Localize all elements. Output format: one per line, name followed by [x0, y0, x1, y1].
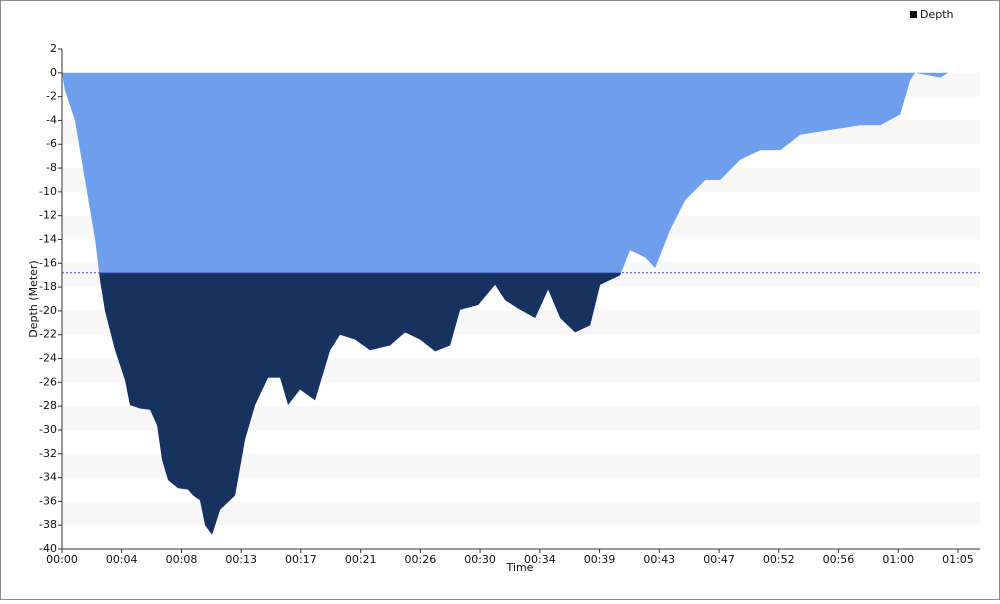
- y-tick-label: -36: [39, 494, 57, 507]
- y-tick-label: 0: [50, 66, 57, 79]
- y-tick-label: -10: [39, 185, 57, 198]
- x-tick-label: 00:26: [405, 553, 437, 566]
- y-tick-label: -34: [39, 471, 57, 484]
- x-tick-label: 00:13: [225, 553, 257, 566]
- y-tick-label: -2: [46, 90, 57, 103]
- y-tick-label: -20: [39, 304, 57, 317]
- y-tick-label: -16: [39, 256, 57, 269]
- grid-band: [62, 406, 980, 430]
- x-tick-label: 00:21: [345, 553, 377, 566]
- x-tick-label: 00:52: [763, 553, 795, 566]
- x-tick-label: 00:17: [285, 553, 317, 566]
- x-tick-label: 00:39: [584, 553, 616, 566]
- x-tick-label: 00:47: [703, 553, 735, 566]
- x-tick-label: 00:34: [524, 553, 556, 566]
- x-tick-label: 00:30: [464, 553, 496, 566]
- x-axis-label: Time: [506, 561, 534, 574]
- y-tick-label: -8: [46, 161, 57, 174]
- x-tick-label: 01:05: [942, 553, 974, 566]
- x-tick-label: 00:56: [823, 553, 855, 566]
- y-tick-label: 2: [50, 42, 57, 55]
- x-tick-label: 01:00: [882, 553, 914, 566]
- y-tick-label: -32: [39, 447, 57, 460]
- y-tick-label: -4: [46, 113, 57, 126]
- y-tick-label: -14: [39, 232, 57, 245]
- x-tick-label: 00:43: [643, 553, 675, 566]
- x-tick-label: 00:04: [106, 553, 138, 566]
- y-tick-label: -18: [39, 280, 57, 293]
- legend-swatch: [910, 11, 917, 18]
- y-tick-label: -22: [39, 328, 57, 341]
- y-tick-label: -26: [39, 375, 57, 388]
- grid-band: [62, 453, 980, 478]
- y-tick-label: -38: [39, 518, 57, 531]
- legend-label: Depth: [920, 8, 954, 21]
- depth-area: [62, 72, 949, 535]
- y-tick-label: -40: [39, 542, 57, 555]
- grid-band: [62, 501, 980, 526]
- y-axis-label: Depth (Meter): [27, 260, 40, 337]
- x-tick-label: 00:00: [46, 553, 78, 566]
- y-tick-label: -12: [39, 209, 57, 222]
- x-tick-label: 00:08: [166, 553, 198, 566]
- y-tick-label: -24: [39, 352, 57, 365]
- y-tick-label: -30: [39, 423, 57, 436]
- y-tick-label: -28: [39, 399, 57, 412]
- y-tick-label: -6: [46, 137, 57, 150]
- deep-area: [99, 272, 622, 535]
